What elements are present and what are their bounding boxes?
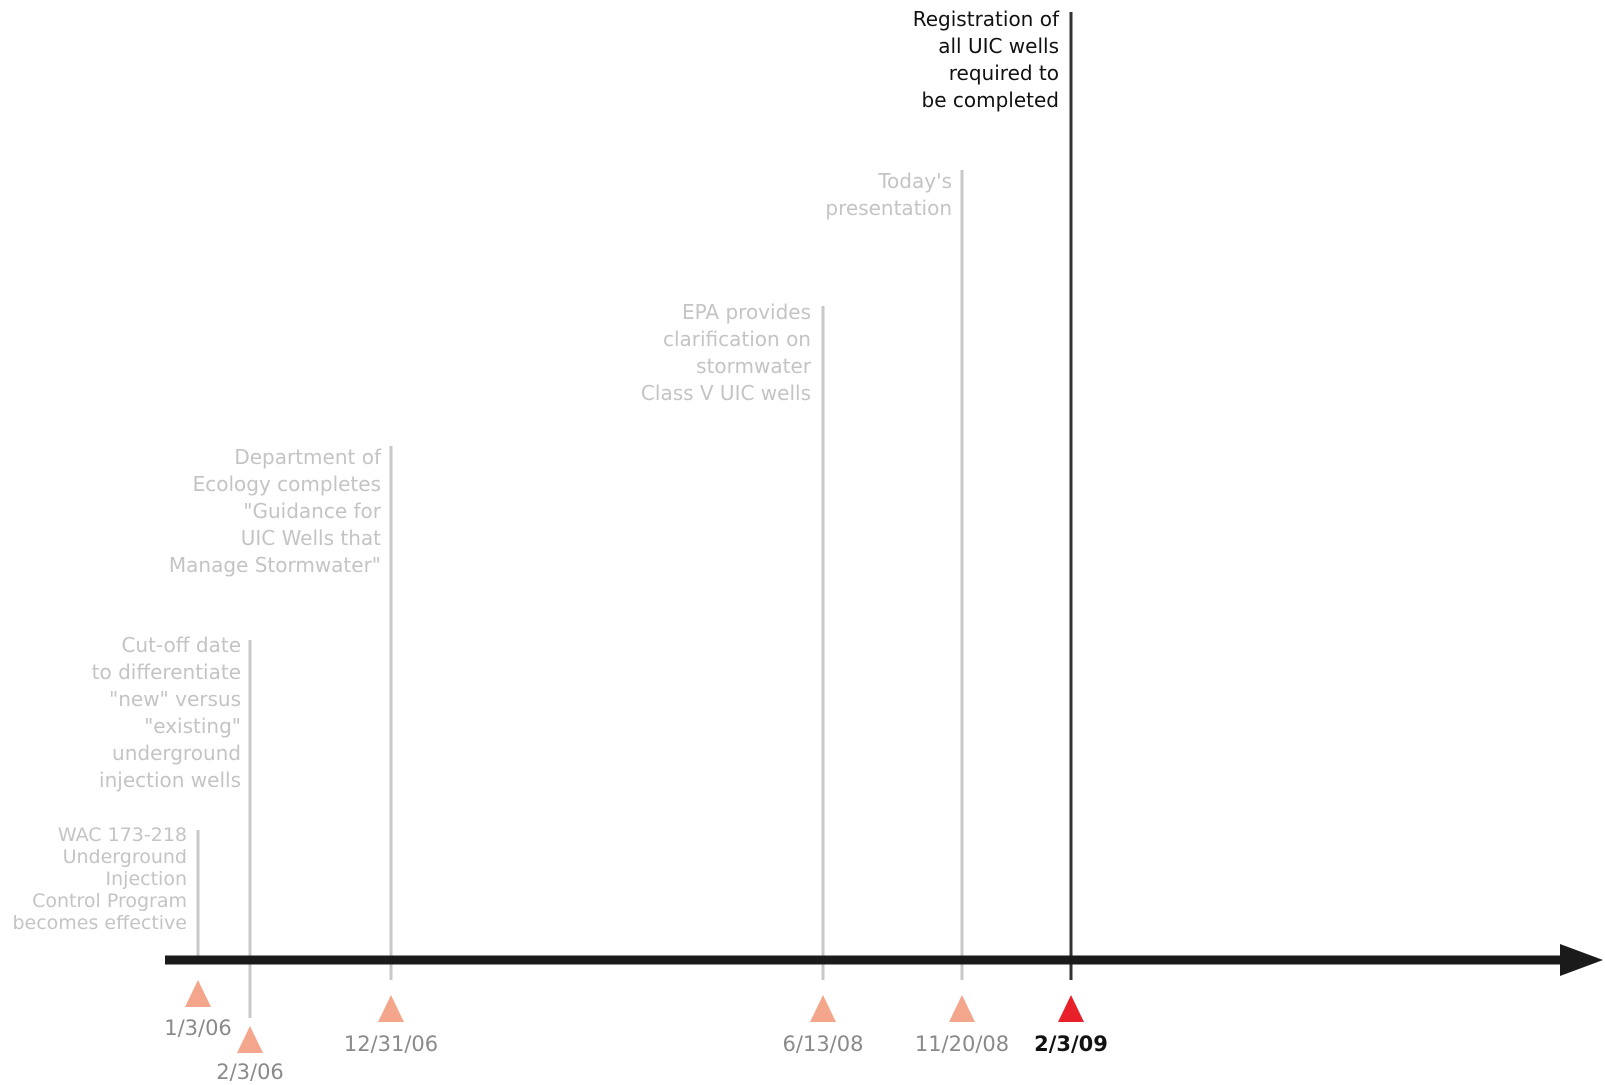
event-marker-epa	[810, 995, 836, 1022]
event-marker-presentation	[949, 995, 975, 1022]
event-date-guidance: 12/31/06	[343, 1032, 439, 1056]
event-date-wac: 1/3/06	[164, 1016, 232, 1040]
event-description-wac: WAC 173-218 Underground Injection Contro…	[12, 824, 187, 934]
event-date-presentation: 11/20/08	[914, 1032, 1010, 1056]
event-date-cutoff: 2/3/06	[216, 1060, 284, 1084]
event-marker-cutoff	[237, 1026, 263, 1053]
event-description-presentation: Today's presentation	[825, 169, 952, 220]
event-description-guidance: Department of Ecology completes "Guidanc…	[168, 445, 381, 577]
event-marker-guidance	[378, 995, 404, 1022]
timeline-axis-arrowhead	[1560, 944, 1603, 976]
event-date-registration: 2/3/09	[1034, 1032, 1108, 1056]
event-date-epa: 6/13/08	[782, 1032, 864, 1056]
event-description-cutoff: Cut-off date to differentiate "new" vers…	[91, 633, 241, 792]
event-description-epa: EPA provides clarification on stormwater…	[640, 300, 811, 405]
event-marker-wac	[185, 980, 211, 1007]
event-description-registration: Registration of all UIC wells required t…	[912, 7, 1059, 112]
event-marker-registration	[1058, 995, 1084, 1022]
